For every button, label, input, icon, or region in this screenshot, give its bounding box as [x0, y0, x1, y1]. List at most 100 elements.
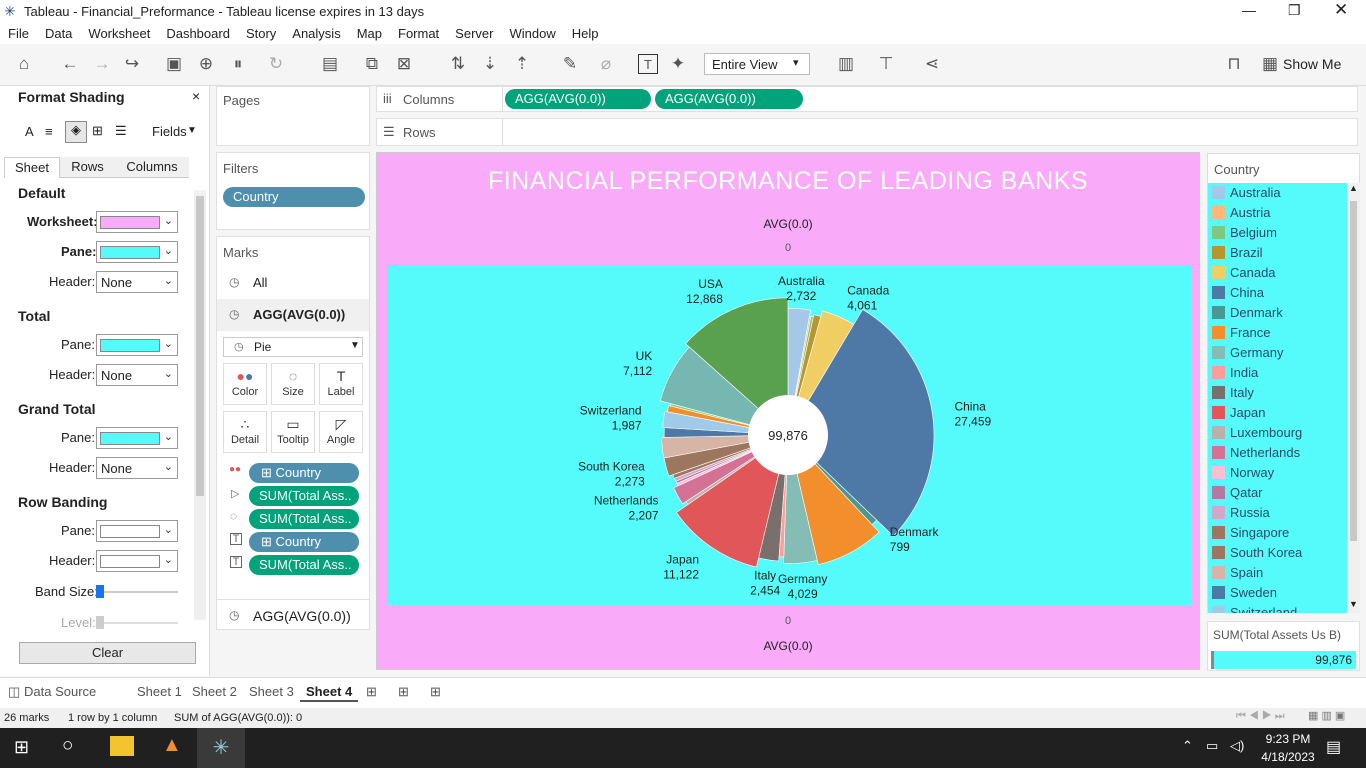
legend-item[interactable]: Austria [1212, 203, 1338, 223]
legend-item[interactable]: Netherlands [1212, 443, 1338, 463]
mark-type-select[interactable]: ◷ Pie ▼ [223, 337, 363, 357]
menu-story[interactable]: Story [245, 26, 277, 41]
pie-slice-japan[interactable] [676, 434, 789, 568]
show-labels-icon[interactable]: T [638, 54, 658, 74]
new-dashboard-icon[interactable]: ⊞ [398, 684, 409, 699]
sort-desc-icon[interactable]: ⇡ [514, 54, 530, 73]
group-icon[interactable]: ⌀ [600, 54, 612, 73]
volume-icon[interactable]: ◁) [1230, 738, 1245, 753]
clock-date[interactable]: 4/18/2023 [1261, 750, 1315, 764]
cards-icon[interactable]: ▥ [837, 54, 855, 73]
tab-rows[interactable]: Rows [60, 157, 115, 178]
home-icon[interactable]: ⌂ [18, 54, 30, 73]
sheet-tab-3[interactable]: Sheet 3 [249, 684, 294, 699]
format-painter-icon[interactable]: ⊓ [1227, 54, 1241, 73]
grand-pane-select[interactable]: ⌄ [96, 427, 178, 449]
legend-item[interactable]: Switzerland [1212, 603, 1338, 613]
tray-chevron-icon[interactable]: ⌃ [1182, 738, 1193, 753]
legend-item[interactable]: Canada [1212, 263, 1338, 283]
shading-icon[interactable]: ◈ [65, 121, 87, 143]
legend-item[interactable]: Brazil [1212, 243, 1338, 263]
file-explorer-icon[interactable] [110, 736, 134, 756]
level-handle[interactable] [96, 616, 104, 629]
replay-icon[interactable]: ↪ [124, 54, 140, 73]
clear-button[interactable]: Clear [19, 642, 196, 664]
pin-icon[interactable]: ✦ [670, 54, 686, 73]
pause-updates-icon[interactable]: ⏸ [233, 54, 243, 73]
legend-item[interactable]: Spain [1212, 563, 1338, 583]
highlight-icon[interactable]: ✎ [562, 54, 578, 73]
marks-country-color-pill[interactable]: ⊞ Country [249, 463, 359, 483]
marks-agg-tab[interactable]: ◷ AGG(AVG(0.0)) [217, 299, 369, 331]
grand-header-select[interactable]: None ⌄ [96, 457, 178, 479]
label-button[interactable]: T Label [319, 363, 363, 405]
borders-icon[interactable]: ⊞ [92, 123, 103, 138]
tab-sheet[interactable]: Sheet [4, 157, 60, 178]
presentation-icon[interactable]: ⊤ [878, 54, 894, 73]
legend-item[interactable]: Luxembourg [1212, 423, 1338, 443]
total-header-select[interactable]: None ⌄ [96, 364, 178, 386]
new-worksheet-icon[interactable]: ▤ [321, 54, 339, 73]
search-icon[interactable]: ○ [62, 735, 74, 756]
legend-item[interactable]: South Korea [1212, 543, 1338, 563]
legend-item[interactable]: China [1212, 283, 1338, 303]
menu-format[interactable]: Format [398, 26, 440, 41]
tab-columns[interactable]: Columns [115, 157, 189, 178]
duplicate-icon[interactable]: ⧉ [365, 54, 379, 73]
legend-scrollbar[interactable]: ▲ ▼ [1347, 183, 1360, 613]
maximize-icon[interactable]: ❐ [1288, 2, 1301, 18]
nav-arrows-icon[interactable]: ⏮ ◀ ▶ ⏭ [1236, 710, 1285, 722]
legend-item[interactable]: Denmark [1212, 303, 1338, 323]
band-size-slider[interactable] [96, 591, 178, 593]
banding-pane-select[interactable]: ⌄ [96, 520, 178, 542]
new-sheet-icon[interactable]: ⊞ [366, 684, 377, 699]
header-select[interactable]: None ⌄ [96, 271, 178, 293]
menu-file[interactable]: File [8, 26, 29, 41]
swap-icon[interactable]: ⇅ [450, 54, 466, 73]
marks-sum-size-pill[interactable]: SUM(Total Ass.. [249, 509, 359, 529]
new-datasource-icon[interactable]: ⊕ [198, 54, 214, 73]
sheet-tab-4[interactable]: Sheet 4 [300, 682, 359, 702]
legend-item[interactable]: Sweden [1212, 583, 1338, 603]
fit-select[interactable]: Entire View ▾ [704, 53, 810, 75]
total-pane-select[interactable]: ⌄ [96, 334, 178, 356]
new-story-icon[interactable]: ⊞ [430, 684, 441, 699]
column-pill-2[interactable]: AGG(AVG(0.0)) [655, 89, 803, 109]
share-icon[interactable]: ⋖ [924, 54, 940, 73]
clock-time[interactable]: 9:23 PM [1265, 732, 1311, 746]
sheet-tab-2[interactable]: Sheet 2 [192, 684, 237, 699]
marks-country-label-pill[interactable]: ⊞ Country [249, 532, 359, 552]
menu-map[interactable]: Map [356, 26, 382, 41]
menu-data[interactable]: Data [44, 26, 73, 41]
minimize-icon[interactable]: — [1242, 2, 1256, 18]
pages-shelf[interactable]: Pages [216, 86, 370, 146]
rows-shelf[interactable]: ☰ Rows [376, 118, 1358, 146]
filter-country-pill[interactable]: Country [223, 187, 365, 207]
pie-slice-usa[interactable] [685, 297, 789, 436]
sheet-tab-1[interactable]: Sheet 1 [137, 684, 182, 699]
banding-header-select[interactable]: ⌄ [96, 550, 178, 572]
legend-item[interactable]: France [1212, 323, 1338, 343]
show-me-icon[interactable]: ▦ [1261, 54, 1279, 73]
undo-icon[interactable]: ← [61, 54, 79, 73]
menu-server[interactable]: Server [455, 26, 494, 41]
detail-button[interactable]: ∴ Detail [223, 411, 267, 453]
columns-shelf[interactable]: iii Columns AGG(AVG(0.0)) AGG(AVG(0.0)) [376, 86, 1358, 112]
chevron-down-icon[interactable]: ▼ [1349, 599, 1358, 609]
vlc-icon[interactable]: ▲ [162, 734, 182, 756]
clear-sheet-icon[interactable]: ⊠ [396, 54, 412, 73]
data-source-tab[interactable]: Data Source [24, 684, 97, 699]
legend-item[interactable]: Singapore [1212, 523, 1338, 543]
level-slider[interactable] [96, 622, 178, 624]
tooltip-button[interactable]: ▭ Tooltip [271, 411, 315, 453]
legend-item[interactable]: Qatar [1212, 483, 1338, 503]
pie-slice-china[interactable] [787, 309, 935, 537]
marks-agg2-tab[interactable]: AGG(AVG(0.0)) [253, 608, 351, 624]
tableau-taskbar-icon[interactable]: ✳ [197, 728, 245, 768]
refresh-icon[interactable]: ↻ [268, 54, 284, 73]
legend-item[interactable]: Belgium [1212, 223, 1338, 243]
legend-item[interactable]: Japan [1212, 403, 1338, 423]
close-panel-icon[interactable]: × [192, 88, 201, 104]
band-size-handle[interactable] [96, 585, 104, 598]
redo-icon[interactable]: → [93, 54, 111, 73]
